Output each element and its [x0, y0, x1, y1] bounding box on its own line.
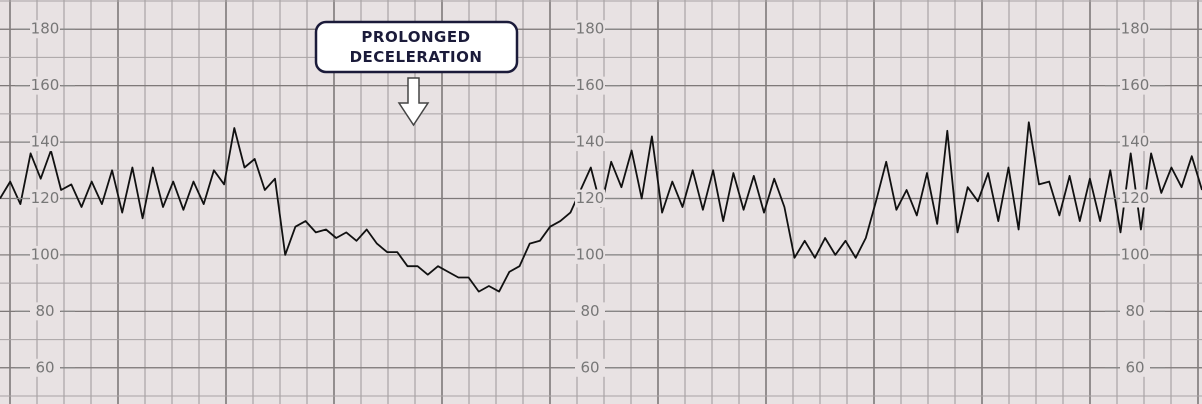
- y-tick-label: 100: [31, 245, 60, 263]
- y-tick-label: 160: [576, 76, 605, 94]
- y-tick-label: 140: [31, 133, 60, 151]
- y-tick-label: 140: [576, 133, 605, 151]
- y-tick-label-bg: [1120, 76, 1150, 95]
- y-tick-label: 80: [35, 302, 54, 320]
- y-tick-label: 80: [580, 302, 599, 320]
- y-tick-label-bg: [575, 245, 605, 264]
- annotation-line: DECELERATION: [350, 48, 483, 66]
- y-tick-label-bg: [30, 245, 60, 264]
- y-tick-label-bg: [1120, 189, 1150, 208]
- y-tick-label-bg: [575, 189, 605, 208]
- annotation: PROLONGED DECELERATION: [314, 20, 519, 127]
- y-tick-label-bg: [30, 76, 60, 95]
- y-tick-label: 80: [1125, 302, 1144, 320]
- y-tick-label-bg: [1120, 20, 1150, 39]
- y-tick-label: 180: [576, 20, 605, 38]
- y-tick-label: 60: [580, 358, 599, 376]
- y-tick-label-bg: [30, 302, 60, 321]
- y-tick-label-bg: [1120, 245, 1150, 264]
- y-tick-label-bg: [1120, 133, 1150, 152]
- y-tick-label: 120: [31, 189, 60, 207]
- y-tick-label-bg: [575, 302, 605, 321]
- y-tick-label-bg: [30, 20, 60, 39]
- y-tick-label-bg: [575, 20, 605, 39]
- y-tick-label-bg: [575, 358, 605, 377]
- y-tick-label: 100: [1121, 245, 1150, 263]
- y-tick-label: 180: [31, 20, 60, 38]
- y-tick-label: 140: [1121, 133, 1150, 151]
- y-tick-label-bg: [1120, 302, 1150, 321]
- annotation-arrow: [397, 77, 430, 127]
- y-tick-label: 120: [1121, 189, 1150, 207]
- y-tick-label: 160: [1121, 76, 1150, 94]
- y-tick-label: 180: [1121, 20, 1150, 38]
- y-tick-label-bg: [30, 189, 60, 208]
- y-tick-label: 120: [576, 189, 605, 207]
- annotation-box: [314, 20, 519, 74]
- y-tick-label: 60: [35, 358, 54, 376]
- y-tick-label-bg: [1120, 358, 1150, 377]
- y-tick-label: 160: [31, 76, 60, 94]
- y-tick-label: 100: [576, 245, 605, 263]
- y-tick-label-bg: [30, 358, 60, 377]
- y-tick-label-bg: [30, 133, 60, 152]
- y-tick-label: 60: [1125, 358, 1144, 376]
- annotation-line: PROLONGED: [361, 28, 470, 46]
- y-tick-label-bg: [575, 133, 605, 152]
- y-tick-label-bg: [575, 76, 605, 95]
